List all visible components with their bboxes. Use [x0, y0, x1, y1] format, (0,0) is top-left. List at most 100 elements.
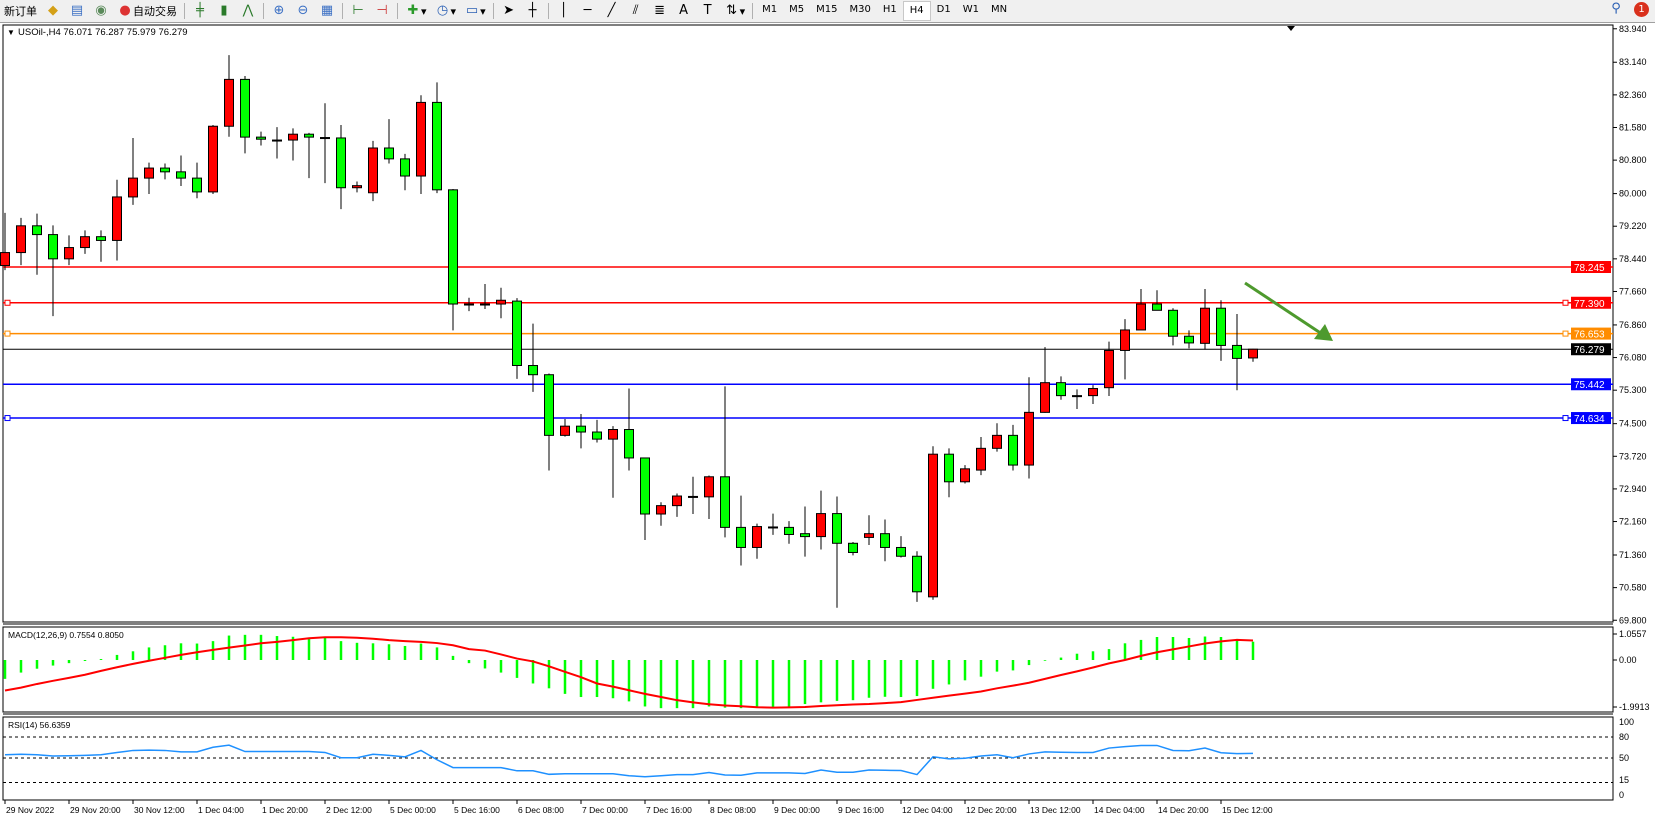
arrows-button[interactable]: ⇅ ▾ [720, 1, 750, 21]
divider [547, 3, 549, 19]
candle-body [1040, 382, 1050, 413]
candle-body [192, 177, 202, 193]
candle [848, 542, 858, 556]
candle-body [128, 177, 138, 198]
crosshair-icon: ┼ [528, 3, 537, 18]
timeframe-w1[interactable]: W1 [962, 4, 979, 15]
divider [263, 3, 264, 19]
candle-body [1152, 303, 1162, 311]
candle [800, 506, 810, 557]
candlestick-button[interactable]: ▮ [212, 1, 236, 21]
candle-body [704, 476, 714, 498]
candle [240, 76, 250, 154]
channel-button[interactable]: ⫽ [624, 1, 648, 21]
new-order-button[interactable]: 新订单 [0, 1, 41, 21]
candle [1120, 319, 1130, 380]
price-tick-label: 83.940 [1619, 24, 1647, 34]
candle-body [80, 236, 90, 249]
price-tick-label: 74.500 [1619, 419, 1647, 429]
fibonacci-button[interactable]: ≣ [648, 1, 672, 21]
time-label: 2 Dec 12:00 [326, 805, 372, 815]
rsi-tick-label: 15 [1619, 775, 1629, 785]
candle-body [64, 247, 74, 260]
auto-scroll-button[interactable]: ⊢ [346, 1, 370, 21]
candle [64, 235, 74, 266]
timeframe-d1[interactable]: D1 [936, 4, 951, 15]
timeframe-mn[interactable]: MN [990, 4, 1008, 15]
periods-button[interactable]: ◷ ▾ [431, 1, 461, 21]
candle-body [880, 533, 890, 548]
time-label: 15 Dec 12:00 [1222, 805, 1273, 815]
price-line-label-bg [1571, 327, 1611, 340]
timeframe-h4[interactable]: H4 [902, 1, 931, 21]
time-label: 6 Dec 08:00 [518, 805, 564, 815]
timeframe-m30[interactable]: M30 [849, 4, 871, 15]
bar-chart-button[interactable]: ╪ [188, 1, 212, 21]
candle [832, 496, 842, 608]
price-line-label: 76.279 [1574, 345, 1605, 356]
clock-icon: ◷ [436, 3, 449, 18]
data-window-button[interactable]: ▤ [65, 1, 89, 21]
candle [1168, 308, 1178, 346]
auto-trading-icon: ● [119, 3, 131, 18]
indicators-button[interactable]: ✚ ▾ [401, 1, 431, 21]
price-line-label: 76.653 [1574, 330, 1605, 341]
text-label-button[interactable]: T [696, 1, 720, 21]
text-button[interactable]: A [672, 1, 696, 21]
rsi-tick-label: 0 [1619, 790, 1624, 800]
candle-body [336, 137, 346, 189]
chart-window[interactable]: 83.940 83.140 82.360 81.580 80.800 80.000 79.2… [0, 23, 1655, 823]
price-tick-label: 83.140 [1619, 57, 1647, 67]
tile-windows-button[interactable]: ▦ [315, 1, 339, 21]
macd-signal-line [4, 636, 1254, 709]
candle [1104, 341, 1114, 397]
timeframe-m1[interactable]: M1 [762, 4, 778, 15]
candle [528, 323, 538, 392]
time-label: 1 Dec 20:00 [262, 805, 308, 815]
price-line-label: 78.245 [1574, 263, 1605, 274]
horizontal-line-button[interactable]: ─ [576, 1, 600, 21]
candle-body [208, 125, 218, 193]
search-icon[interactable]: ⚲ [1611, 1, 1621, 16]
market-watch-button[interactable]: ◆ [41, 1, 65, 21]
price-line-label: 74.634 [1574, 414, 1605, 425]
timeframe-m5[interactable]: M5 [789, 4, 805, 15]
candle-body [416, 101, 426, 177]
candle [880, 519, 890, 562]
line-chart-button[interactable]: ⋀ [236, 1, 260, 21]
trendline-button[interactable]: ╱ [600, 1, 624, 21]
candle-body [368, 147, 378, 194]
candle-body [224, 78, 234, 127]
zoom-in-button[interactable]: ⊕ [267, 1, 291, 21]
candle [624, 388, 634, 471]
main-pane [2, 24, 1614, 623]
auto-trading-button[interactable]: ● 自动交易 [113, 1, 181, 21]
price-tick-label: 69.800 [1619, 615, 1647, 625]
candle-body [144, 167, 154, 179]
line-anchor [1562, 299, 1569, 306]
arrows-icon: ⇅ [726, 3, 738, 18]
candle-body [544, 374, 554, 436]
candle-body [784, 526, 794, 536]
chart-shift-button[interactable]: ⊣ [370, 1, 394, 21]
cursor-button[interactable]: ➤ [497, 1, 521, 21]
timeframe-h1[interactable]: H1 [882, 4, 897, 15]
timeframe-m15[interactable]: M15 [816, 4, 838, 15]
time-label: 1 Dec 04:00 [198, 805, 244, 815]
signals-button[interactable]: ◉ [89, 1, 113, 21]
candle [1024, 377, 1034, 479]
notification-badge[interactable]: 1 [1634, 1, 1649, 17]
candle [1056, 376, 1066, 400]
candle [272, 127, 282, 159]
candle-body [112, 196, 122, 241]
zoom-out-button[interactable]: ⊖ [291, 1, 315, 21]
candle-body [432, 101, 442, 191]
templates-button[interactable]: ▭ ▾ [465, 3, 486, 18]
vertical-line-button[interactable]: │ [552, 1, 576, 21]
candle [192, 162, 202, 199]
crosshair-button[interactable]: ┼ [521, 1, 545, 21]
candle-body [944, 453, 954, 483]
candle [96, 230, 106, 262]
price-line-label: 75.442 [1574, 380, 1605, 391]
candle [480, 283, 490, 310]
